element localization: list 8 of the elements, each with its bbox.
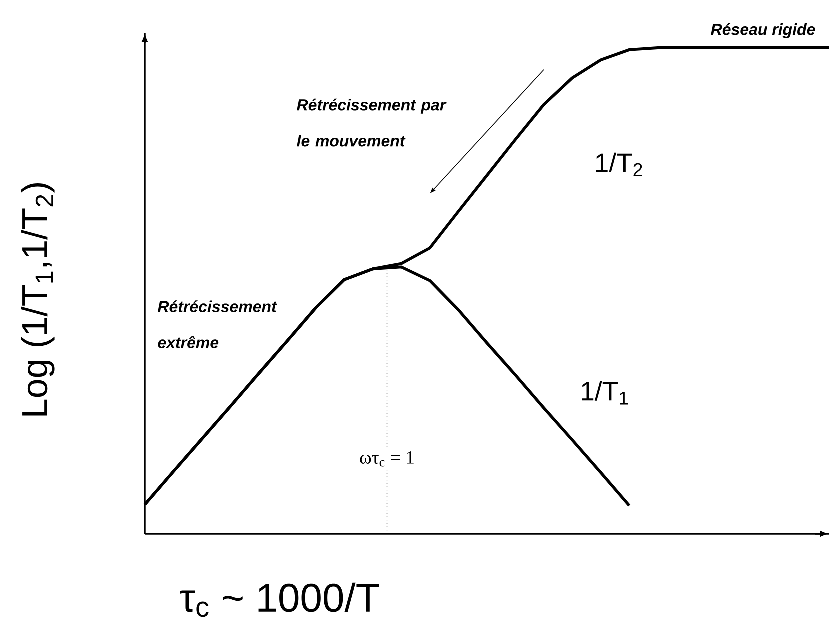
y-axis-title: Log (1/T$_{1}$,1/T$_{2}$) (21, 184, 55, 416)
annotation: ωτ$_{c}$ = 1 (360, 451, 414, 467)
text: Réseau rigide (711, 23, 816, 38)
series-label: 1/T$_{1}$ (582, 381, 628, 405)
text: Rétrécissement par le mouvement (297, 98, 447, 147)
text: Rétrécissement extrême (158, 300, 278, 348)
x-axis-title: τ$_{c}$ ~ 1000/T (180, 582, 380, 618)
text: 1/T$_{2}$ (596, 152, 642, 176)
